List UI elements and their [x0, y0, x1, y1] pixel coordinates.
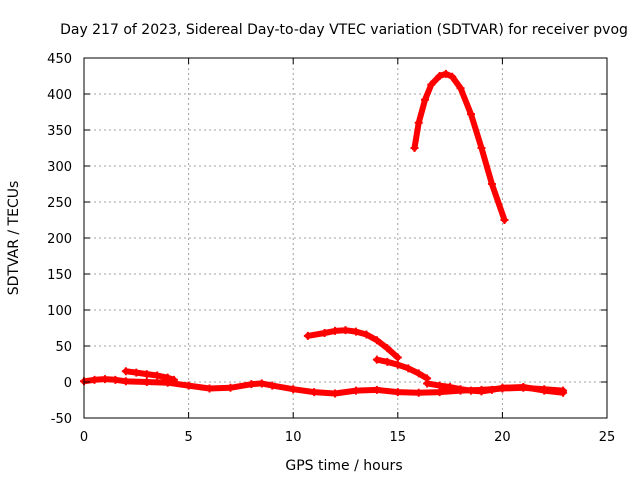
data-point [456, 385, 465, 394]
y-axis-label: SDTVAR / TECUs [6, 181, 22, 296]
data-point [372, 336, 381, 345]
data-point [90, 375, 99, 384]
y-tick-label: 250 [47, 196, 72, 211]
y-tick-label: 450 [47, 52, 72, 67]
y-tick-label: 200 [47, 232, 72, 247]
data-point [289, 385, 298, 394]
data-point [441, 69, 450, 78]
data-point [427, 80, 436, 89]
y-tick-label: 400 [47, 88, 72, 103]
data-point [540, 386, 549, 395]
data-point [226, 383, 235, 392]
data-point [500, 216, 509, 224]
data-point [341, 326, 350, 335]
y-tick-label: 350 [47, 124, 72, 139]
data-point [153, 371, 162, 380]
data-point [393, 353, 402, 362]
data-point [423, 379, 432, 388]
data-point [169, 375, 178, 384]
x-tick-label: 5 [184, 430, 192, 445]
data-point [132, 368, 141, 377]
x-tick-label: 25 [599, 430, 616, 445]
axis-ticks: 0 5 10 15 20 25 -50 0 50 100 150 200 250 300 350 400 450 [47, 52, 615, 445]
data-point [467, 386, 476, 395]
data-point [456, 84, 465, 93]
data-point [414, 118, 423, 127]
x-tick-label: 10 [285, 430, 302, 445]
x-tick-label: 20 [494, 430, 511, 445]
data-point [310, 388, 319, 397]
data-point [448, 72, 457, 81]
x-tick-label: 0 [80, 430, 88, 445]
y-tick-label: -50 [51, 412, 72, 427]
data-point [331, 389, 340, 398]
data-point [257, 379, 266, 388]
data-point [414, 369, 423, 378]
data-point [467, 110, 476, 119]
data-point [205, 384, 214, 393]
data-point [410, 144, 419, 152]
data-point [435, 381, 444, 390]
x-tick-label: 15 [390, 430, 407, 445]
y-tick-label: 150 [47, 268, 72, 283]
series-line-segment-6 [411, 70, 508, 223]
y-tick-label: 50 [55, 340, 72, 355]
data-point [163, 373, 172, 382]
data-point [331, 326, 340, 335]
data-point [121, 367, 130, 376]
grid-lines [84, 58, 607, 418]
data-point [320, 329, 329, 338]
data-point [303, 331, 312, 340]
data-point [446, 383, 455, 392]
data-point [121, 377, 130, 386]
y-tick-label: 0 [64, 376, 72, 391]
x-axis-label: GPS time / hours [285, 458, 402, 474]
data-point [111, 375, 120, 384]
data-point [372, 385, 381, 394]
data-point [414, 388, 423, 397]
data-point [362, 330, 371, 339]
chart-title: Day 217 of 2023, Sidereal Day-to-day VTE… [60, 22, 628, 38]
data-point [268, 381, 277, 390]
data-point [487, 385, 496, 394]
data-point [383, 344, 392, 353]
data-point [351, 327, 360, 336]
data-point [184, 381, 193, 390]
data-point [477, 387, 486, 396]
data-point [393, 388, 402, 397]
data-point [100, 375, 109, 384]
y-tick-label: 300 [47, 160, 72, 175]
data-point [559, 388, 568, 397]
data-point [420, 95, 429, 104]
data-point [519, 383, 528, 392]
data-point [498, 383, 507, 392]
data-point [477, 144, 486, 152]
data-point [393, 360, 402, 369]
data-point [351, 386, 360, 395]
data-point [247, 380, 256, 389]
data-point [142, 378, 151, 386]
y-tick-label: 100 [47, 304, 72, 319]
data-point [487, 180, 496, 188]
data-point [372, 355, 381, 364]
data-point [383, 357, 392, 366]
data-point [435, 72, 444, 80]
data-point [404, 364, 413, 373]
data-point [142, 370, 151, 379]
